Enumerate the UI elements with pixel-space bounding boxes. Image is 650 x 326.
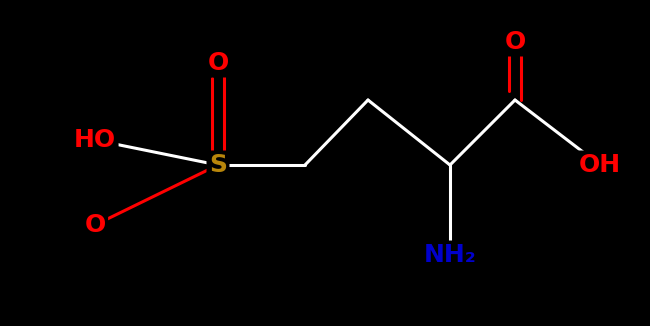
Text: OH: OH [579, 153, 621, 177]
Text: HO: HO [74, 128, 116, 152]
Text: S: S [209, 153, 227, 177]
Text: O: O [504, 30, 526, 54]
Text: O: O [84, 213, 105, 237]
Text: O: O [207, 51, 229, 75]
Text: NH₂: NH₂ [424, 243, 476, 267]
